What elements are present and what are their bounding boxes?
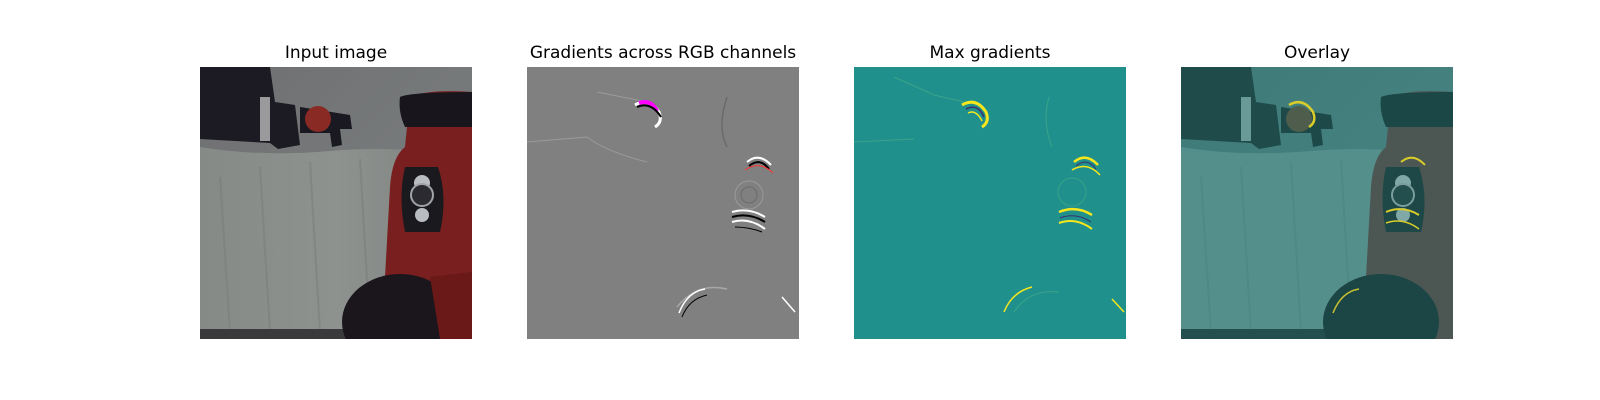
panel-input-image: Input image	[200, 0, 472, 400]
panel-title: Gradients across RGB channels	[529, 43, 797, 63]
panel-rgb-gradients: Gradients across RGB channels	[527, 0, 799, 400]
panel-title: Input image	[284, 43, 388, 63]
panel-title: Overlay	[1283, 43, 1351, 63]
input-image	[200, 67, 472, 339]
max-gradient-heatmap	[854, 67, 1126, 339]
rgb-gradients-image	[527, 67, 799, 339]
rgb-gradient-map	[527, 67, 799, 339]
max-gradients-image	[854, 67, 1126, 339]
panel-overlay: Overlay	[1181, 0, 1453, 400]
overlay-image	[1181, 67, 1453, 339]
panel-title: Max gradients	[929, 43, 1051, 63]
panel-max-gradients: Max gradients	[854, 0, 1126, 400]
overlay-composite	[1181, 67, 1453, 339]
robot-scene-photo	[200, 67, 472, 339]
